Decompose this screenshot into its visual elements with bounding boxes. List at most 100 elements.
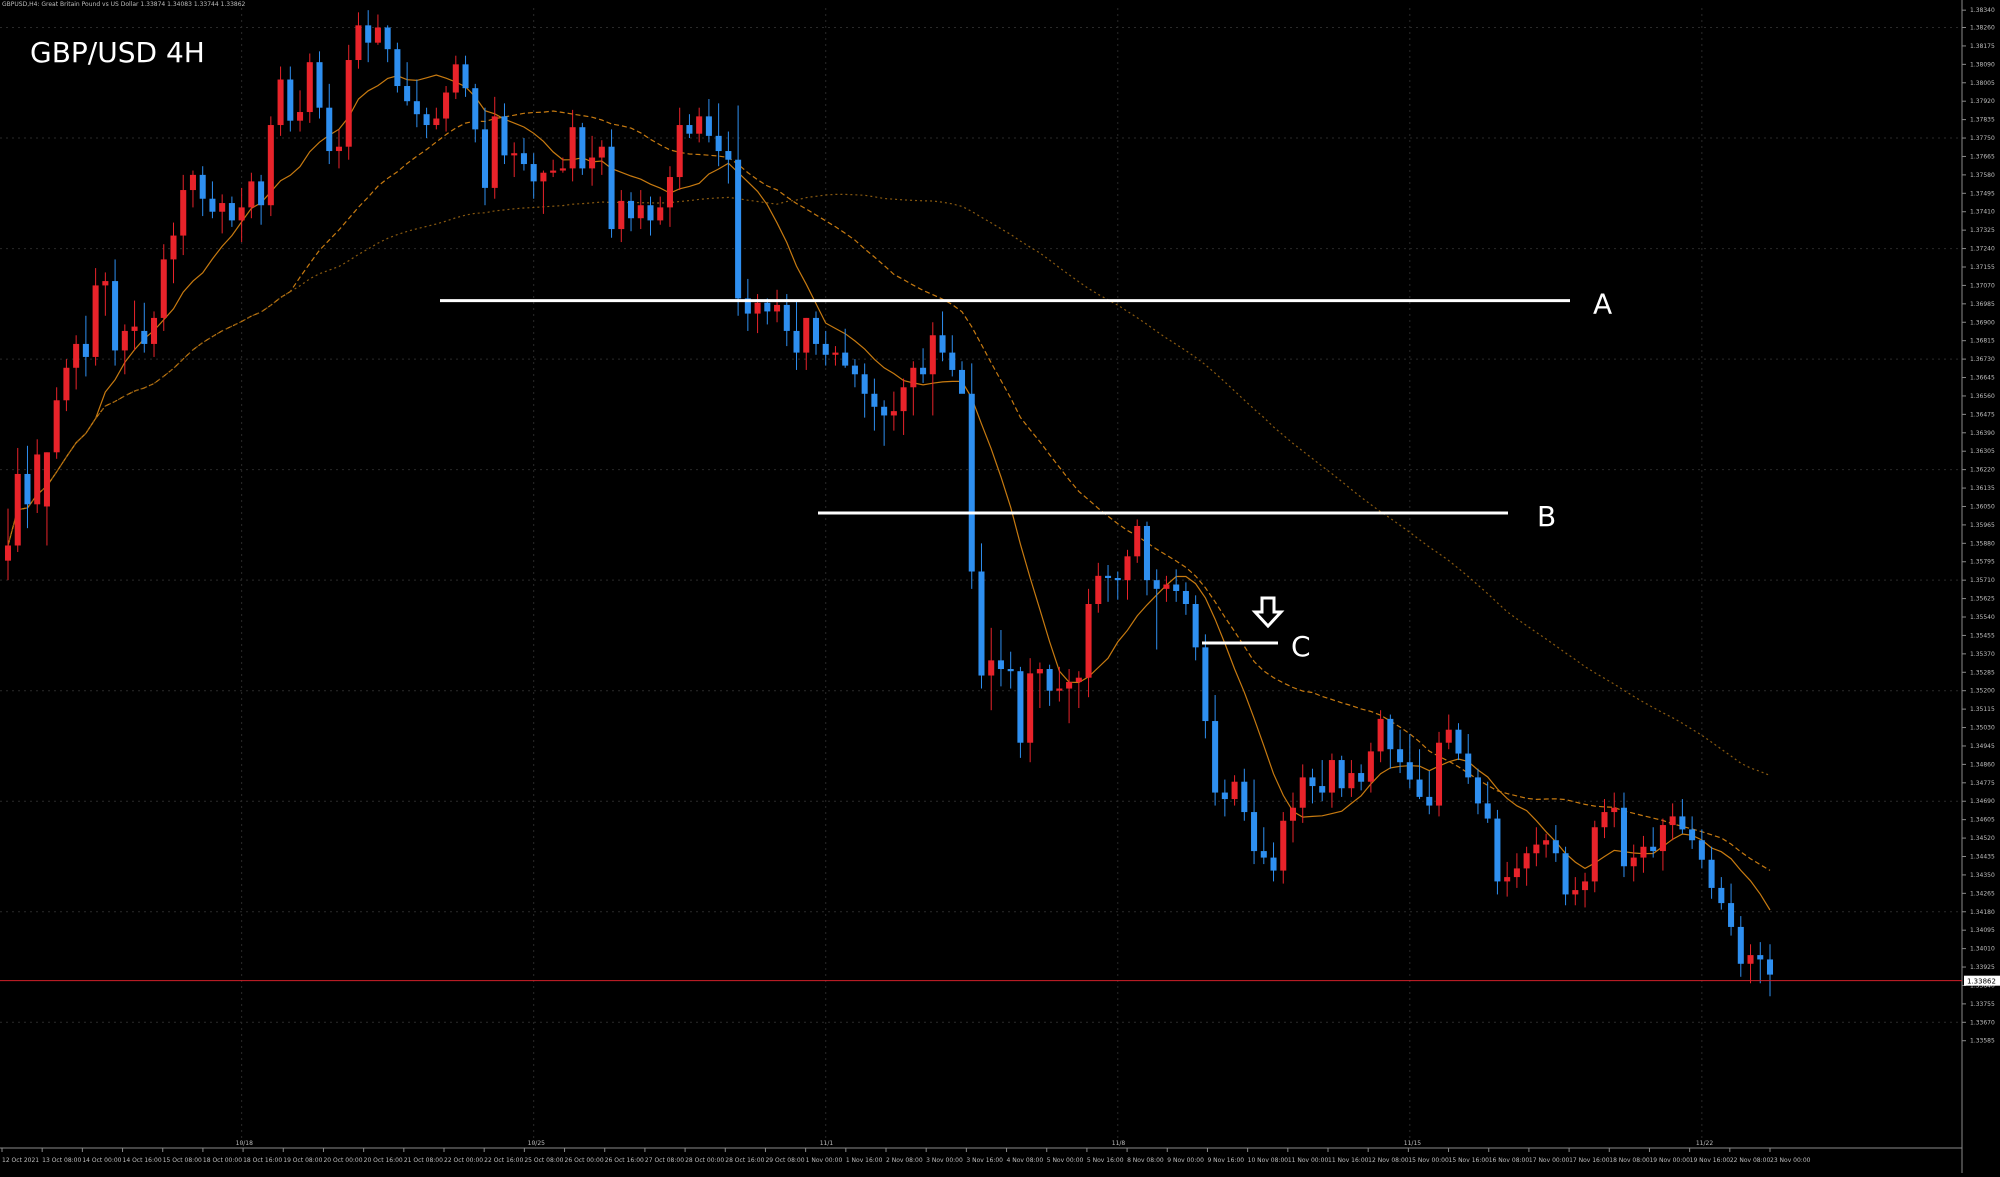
candle-body [1153, 580, 1160, 589]
candle-body [1601, 812, 1608, 828]
time-tick-label: 18 Oct 16:00 [243, 1157, 282, 1164]
candle-body [608, 146, 615, 230]
time-tick-label: 13 Oct 08:00 [42, 1157, 81, 1164]
price-tick-label: 1.36560 [1970, 393, 1995, 400]
candle-body [297, 112, 304, 121]
candle-body [842, 352, 849, 366]
price-tick-label: 1.36135 [1970, 485, 1995, 492]
price-tick-label: 1.36815 [1970, 338, 1995, 345]
price-tick-label: 1.36900 [1970, 319, 1995, 326]
candle-body [1036, 669, 1043, 674]
candle-body [82, 343, 89, 357]
candle-body [1212, 721, 1219, 793]
candle-body [764, 302, 771, 312]
price-tick-label: 1.36475 [1970, 411, 1995, 418]
time-tick-label: 11 Nov 16:00 [1328, 1157, 1369, 1164]
price-tick-label: 1.35965 [1970, 522, 1995, 529]
time-tick-label: 26 Oct 00:00 [565, 1157, 604, 1164]
candle-body [1134, 525, 1141, 557]
time-tick-label: 1 Nov 16:00 [846, 1157, 883, 1164]
candle-body [511, 153, 518, 156]
candle-body [1708, 859, 1715, 888]
price-tick-label: 1.35455 [1970, 632, 1995, 639]
candle-body [735, 159, 742, 299]
candle-body [598, 146, 605, 158]
price-tick-label: 1.34775 [1970, 780, 1995, 787]
time-tick-label: 19 Nov 00:00 [1649, 1157, 1690, 1164]
candle-body [569, 127, 576, 169]
candle-body [1046, 669, 1053, 691]
time-tick-label: 28 Oct 00:00 [685, 1157, 724, 1164]
time-tick-label: 21 Oct 08:00 [404, 1157, 443, 1164]
candle-body [1397, 749, 1404, 763]
time-tick-label: 9 Nov 16:00 [1207, 1157, 1244, 1164]
price-tick-label: 1.35880 [1970, 540, 1995, 547]
annotation-label-c: C [1291, 630, 1311, 663]
week-separator-label: 11/15 [1404, 1140, 1421, 1147]
candle-body [1455, 729, 1462, 754]
candle-body [1377, 718, 1384, 752]
candle-body [43, 452, 50, 507]
moving-average-fast [7, 74, 1771, 911]
candle-body [151, 317, 158, 344]
candle-body [1533, 844, 1540, 854]
candle-body [452, 64, 459, 93]
time-tick-label: 5 Nov 16:00 [1087, 1157, 1124, 1164]
price-tick-label: 1.38005 [1970, 80, 1995, 87]
candle-body [881, 406, 888, 416]
candle-body [491, 116, 498, 188]
candle-body [1328, 760, 1335, 793]
candle-body [1747, 955, 1754, 964]
down-arrow-icon [1251, 596, 1285, 629]
candle-body [647, 205, 654, 221]
price-tick-label: 1.38090 [1970, 61, 1995, 68]
candle-body [1572, 890, 1579, 895]
candle-body [579, 127, 586, 169]
candle-body [1523, 853, 1530, 869]
candles [4, 10, 1774, 997]
candle-body [1270, 857, 1277, 871]
candle-body [861, 374, 868, 394]
candle-body [1260, 851, 1267, 858]
candle-body [1659, 825, 1666, 852]
candle-body [1280, 820, 1287, 871]
candle-body [1173, 584, 1180, 592]
price-tick-label: 1.38175 [1970, 43, 1995, 50]
time-tick-label: 9 Nov 00:00 [1167, 1157, 1204, 1164]
candle-body [559, 168, 566, 171]
candle-body [783, 304, 790, 331]
time-axis[interactable]: 12 Oct 2021 13 Oct 08:00 14 Oct 00:00 14 Oc… [0, 1140, 1962, 1164]
candle-body [589, 157, 596, 169]
candle-body [1513, 868, 1520, 878]
candle-body [53, 400, 60, 453]
candle-body [939, 335, 946, 353]
price-tick-label: 1.35115 [1970, 706, 1995, 713]
candle-body [1737, 926, 1744, 964]
candle-body [345, 60, 352, 147]
candle-body [1543, 840, 1550, 845]
candle-body [1367, 751, 1374, 782]
time-tick-label: 11 Nov 00:00 [1288, 1157, 1329, 1164]
candle-body [1251, 812, 1258, 852]
price-tick-label: 1.34690 [1970, 798, 1995, 805]
price-tick-label: 1.37580 [1970, 172, 1995, 179]
candle-body [73, 343, 80, 368]
candle-body [481, 129, 489, 188]
candle-body [1124, 556, 1131, 581]
moving-average-slow [7, 193, 1771, 777]
candle-body [774, 304, 781, 312]
candle-body [267, 125, 274, 206]
candle-body [1757, 955, 1764, 960]
candle-body [1484, 803, 1491, 819]
candle-body [472, 88, 479, 130]
candle-body [189, 174, 196, 191]
candle-body [1718, 887, 1725, 904]
candle-body [851, 365, 858, 375]
candle-body [1309, 777, 1316, 787]
price-tick-label: 1.35030 [1970, 725, 1995, 732]
time-tick-label: 15 Nov 16:00 [1449, 1157, 1490, 1164]
price-tick-label: 1.37155 [1970, 264, 1995, 271]
